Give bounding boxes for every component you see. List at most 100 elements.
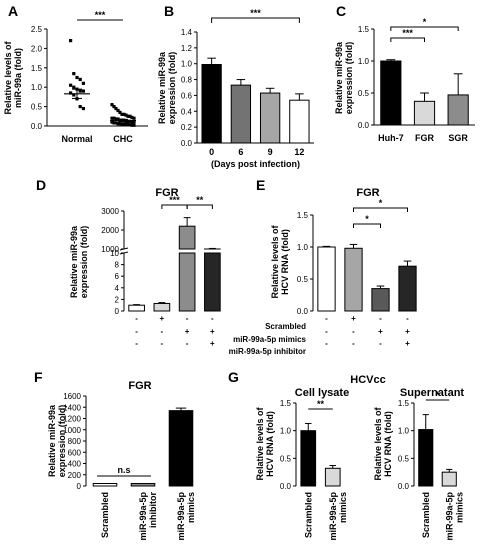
y-tick-label: 1.5 [31,64,43,73]
y-tick-label: 1.5 [297,211,309,220]
data-point [120,112,124,116]
significance-bracket [390,37,425,42]
x-category-label: Huh-7 [378,133,404,143]
y-tick-label: 1.0 [280,427,292,436]
y-axis-label: Relative levels ofHCV RNA (fold) [373,406,393,480]
panel-label: B [164,3,174,19]
significance-label: * [379,198,383,208]
data-point [130,123,134,127]
condition-mark: - [325,339,328,348]
y-tick-label: 0.0 [297,307,309,316]
x-category-label: Scrambled [303,492,313,538]
condition-mark: - [325,314,328,323]
bar [168,410,194,487]
bar [398,265,417,312]
y-tick-label: 1.0 [31,83,43,92]
x-category-label: Normal [61,134,92,144]
bar [300,430,317,487]
bar [128,304,145,312]
condition-mark: - [186,314,189,323]
condition-mark: - [352,327,355,336]
x-category-label: miR-99a-5pinhibitor [138,491,158,540]
x-category-label: FGR [415,133,434,143]
significance-bracket [161,204,188,209]
data-point [69,39,73,43]
data-point [118,110,122,115]
significance-label: ** [317,399,325,409]
data-point [112,116,116,120]
condition-mark: + [405,327,410,336]
data-point [124,113,128,117]
data-point [114,121,118,125]
panel-title: Supernatant [400,387,465,399]
significance-label: *** [95,10,106,20]
data-point [118,122,122,126]
y-tick-label: 0.5 [358,89,370,98]
data-point [132,120,136,124]
y-tick-label: 0.5 [297,275,309,284]
x-category-label: 0 [209,147,214,157]
data-point [114,106,118,111]
significance-label: * [365,214,369,224]
panel-a: A 0.0 0.5 1.0 1.5 2.0 2.5 Relative levels ofmiR… [3,3,148,144]
y-tick-label: 2.0 [31,44,43,53]
significance-bracket [353,207,408,212]
data-point [110,120,114,124]
y-tick-label: 1200 [63,415,81,424]
y-tick-label: 0.5 [280,454,292,463]
significance-bracket [390,26,459,31]
data-point [126,114,130,118]
data-point [116,122,120,126]
panel-label: E [256,177,265,193]
condition-mark: + [210,339,215,348]
y-tick-label: 0.5 [31,103,43,112]
y-tick-label: 1.0 [297,243,309,252]
data-point [81,106,85,111]
x-category-label: miR-99a-5pmimics [444,491,464,540]
bar [153,302,171,312]
y-tick-label: 1600 [63,392,81,401]
panel-c: C 0.0 0.5 1.0 1.5 Relative miR-99aexpression … [334,3,475,143]
y-tick-label: 0 [115,307,120,316]
data-point [112,121,116,125]
y-axis-label: Relative miR-99aexpression (fold) [69,225,89,298]
significance-bracket [353,223,381,228]
bar [418,429,434,487]
y-tick-label: 600 [68,448,82,457]
data-point [124,122,128,127]
data-point [81,81,85,85]
y-axis-label: Relative levels ofHCV RNA (fold) [255,406,275,480]
condition-mark: - [211,314,214,323]
x-category-label: Scrambled [421,492,431,538]
bar [344,247,363,312]
subchart-cell-lysate: Cell lysate 0.0 0.5 1.0 1.5 Relative levels o… [255,387,349,541]
y-tick-label: 2 [115,295,120,304]
bar [178,225,196,312]
y-tick-label: 0 [77,482,82,491]
y-tick-label: 3000 [101,207,119,216]
y-tick-label: 0.0 [358,121,370,130]
x-category-label: miR-99a-5pmimics [328,491,348,540]
y-tick-label: 0.0 [31,122,43,131]
bar [204,248,221,312]
data-point [130,115,134,120]
y-tick-label: 400 [68,460,82,469]
panel-e: E FGR 0.0 0.5 1.0 1.5 Relative levels ofHCV RN… [229,177,417,356]
y-axis-label: Relative levels ofHCV RNA (fold) [270,224,290,298]
data-point [110,116,114,120]
y-tick-label: 6 [115,272,120,281]
y-tick-label: 0.0 [398,482,410,491]
x-category-label: 6 [238,147,243,157]
condition-mark: + [405,339,410,348]
data-point [78,89,82,93]
condition-mark: + [210,327,215,336]
y-tick-label: 0.5 [398,454,410,463]
y-tick-label: 4 [115,284,120,293]
x-category-label: 12 [294,147,304,157]
condition-mark: - [135,314,138,323]
panel-label: F [34,369,43,385]
condition-mark: - [379,339,382,348]
y-tick-label: 1.0 [358,57,370,66]
